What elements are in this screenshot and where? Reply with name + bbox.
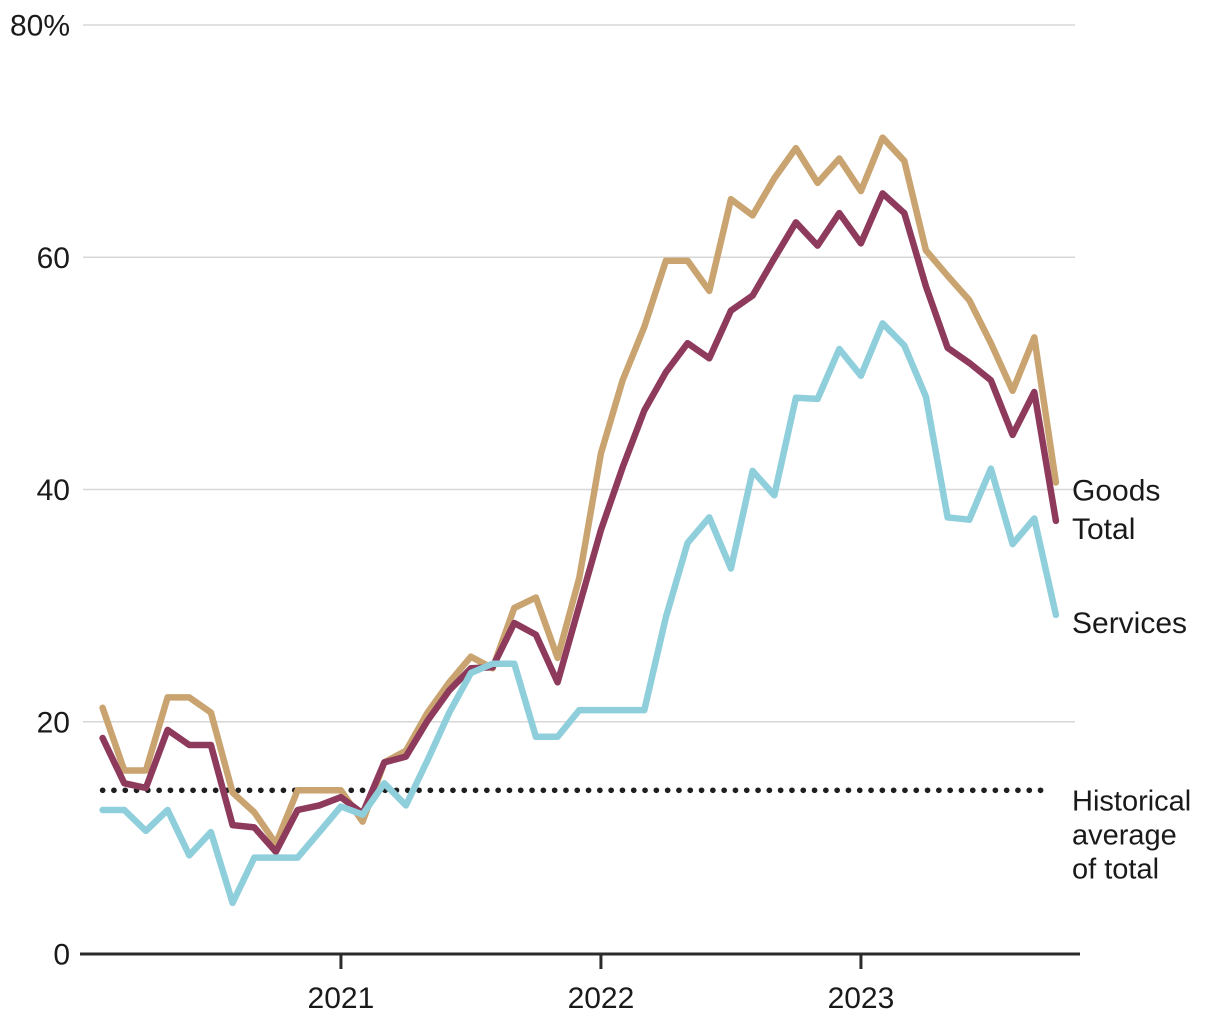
historical-average-label-line-1: Historical bbox=[1072, 785, 1191, 817]
y-axis-label-80: 80% bbox=[10, 10, 70, 43]
y-axis-label-40: 40 bbox=[37, 474, 70, 507]
x-axis-label-2022: 2022 bbox=[568, 982, 635, 1015]
historical-average-label-line-3: of total bbox=[1072, 853, 1159, 885]
series-label-goods: Goods bbox=[1072, 475, 1160, 508]
historical-average-label-line-2: average bbox=[1072, 819, 1177, 851]
x-axis-label-2023: 2023 bbox=[828, 982, 895, 1015]
services-line bbox=[99, 320, 1060, 907]
y-axis-label-0: 0 bbox=[53, 939, 70, 972]
y-axis-label-20: 20 bbox=[37, 706, 70, 739]
x-axis-label-2021: 2021 bbox=[308, 982, 375, 1015]
total-line bbox=[99, 190, 1060, 856]
goods-line bbox=[99, 134, 1060, 847]
series-label-total: Total bbox=[1072, 513, 1135, 546]
series-label-services: Services bbox=[1072, 607, 1187, 640]
y-axis-label-60: 60 bbox=[37, 242, 70, 275]
